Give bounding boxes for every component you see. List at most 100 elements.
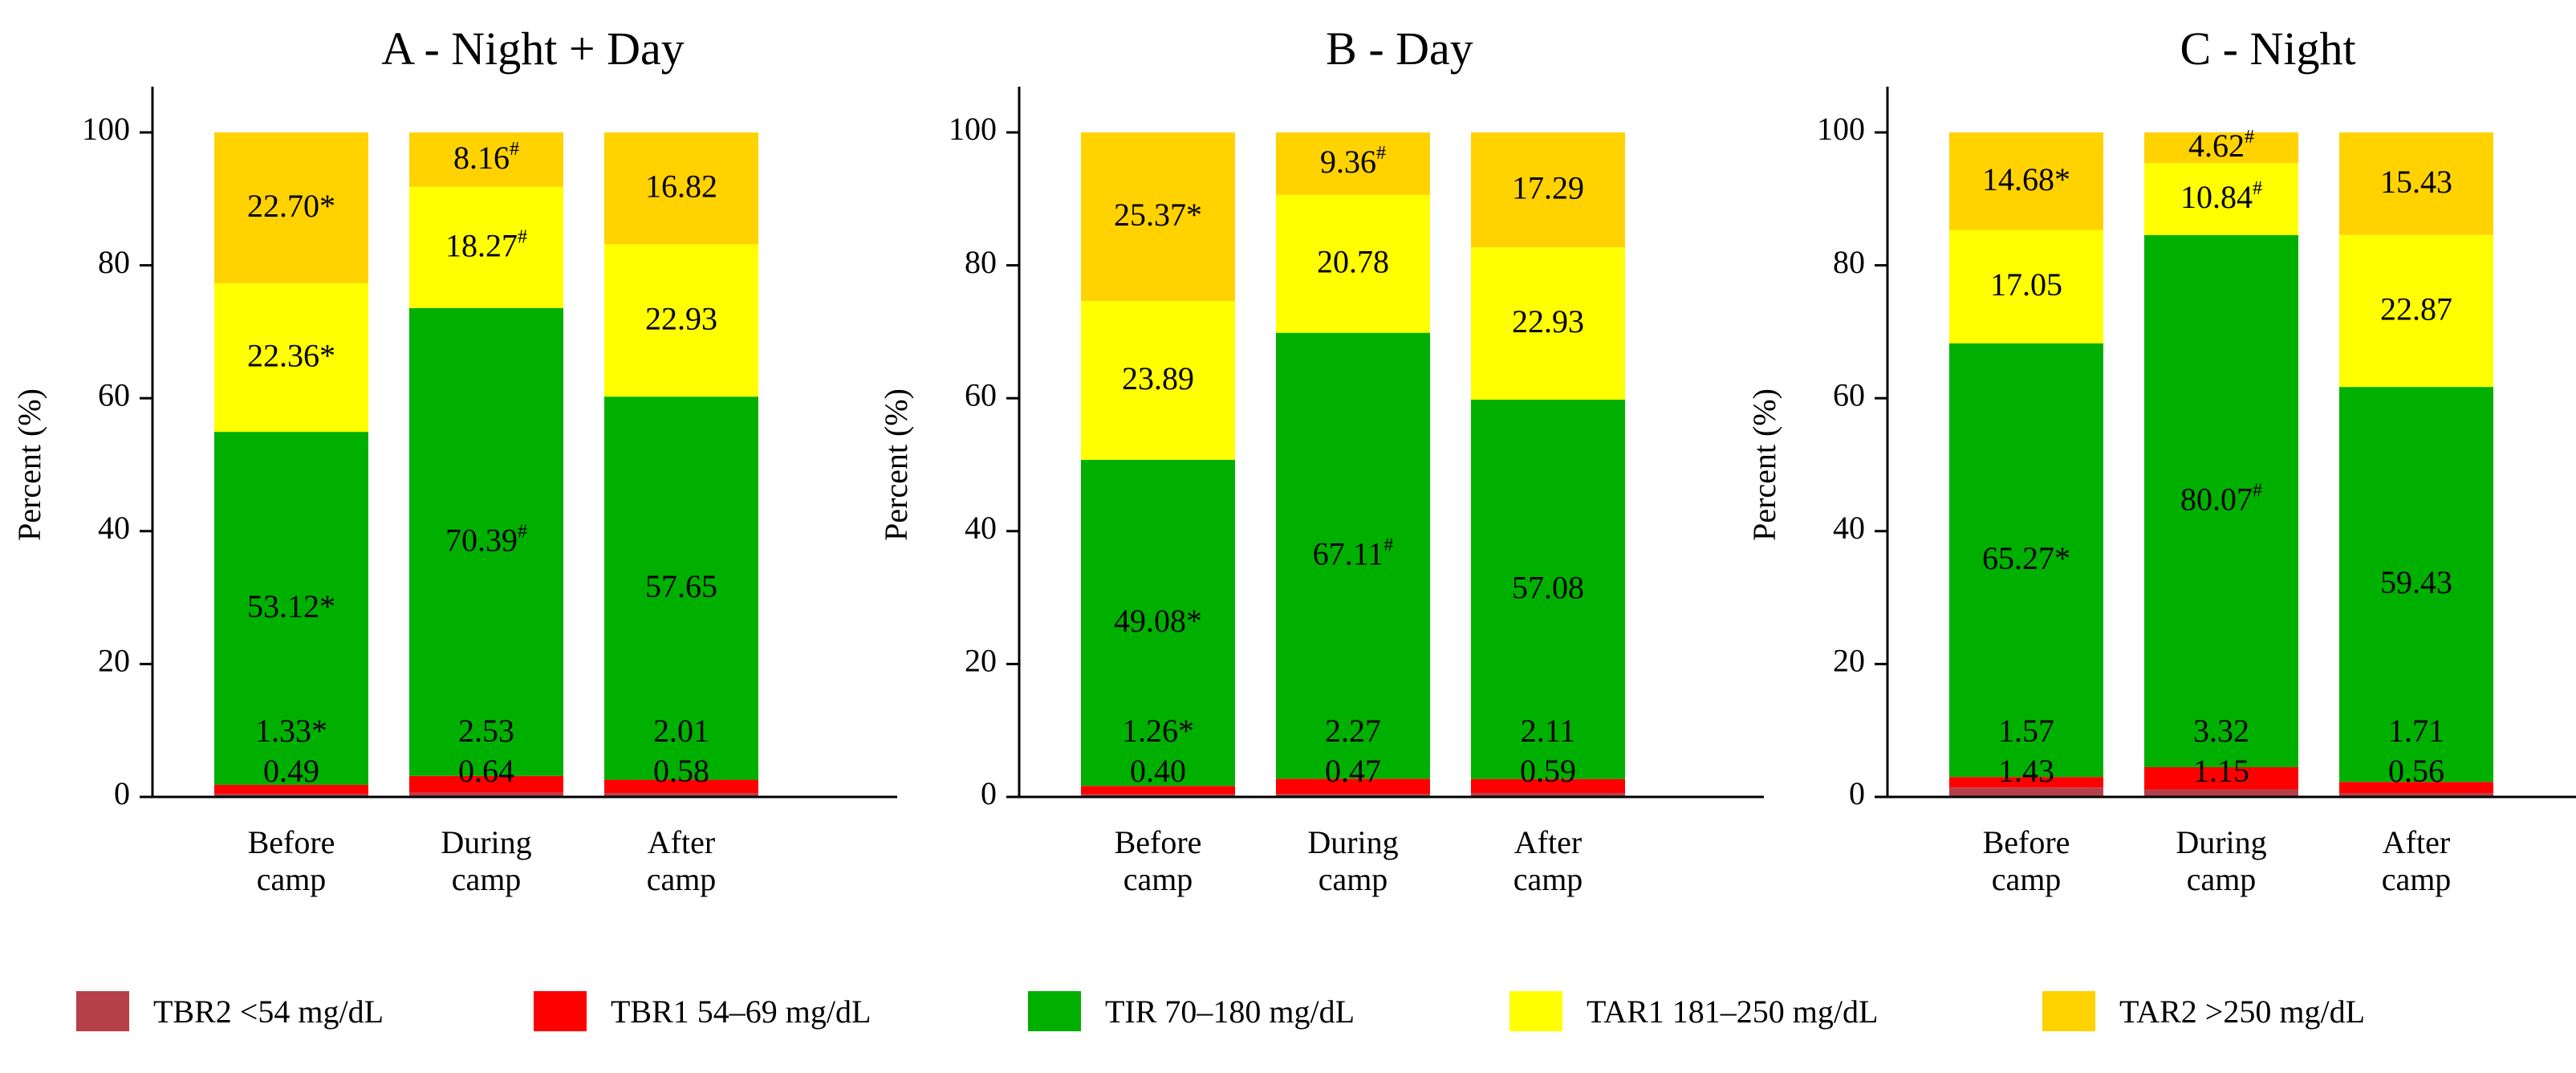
panel-1-bar-2-tar2	[409, 132, 563, 187]
panel-2-bar-1-label-tbr2: 0.40	[1130, 753, 1186, 789]
panel-3-bar-3-label-tbr1: 1.71	[2388, 713, 2444, 749]
panel-2-bar-1-tir	[1081, 459, 1235, 786]
panel-2-bar-2-label-tar1: 20.78	[1317, 244, 1389, 280]
legend-item-tir: TIR 70–180 mg/dL	[1028, 983, 1355, 1039]
panel-1-bar-3-label-tbr1: 2.01	[653, 713, 709, 749]
panel-3-category-label-3-line1: After	[2383, 824, 2450, 860]
panel-1-category-label-1-line2: camp	[257, 861, 327, 897]
legend-swatch-tbr2	[76, 991, 129, 1031]
panel-1-bar-3-tar2	[604, 132, 758, 245]
panel-1-bar-2-label-tar2: 8.16#	[453, 138, 519, 176]
panel-1-bar-2-tir	[409, 307, 563, 776]
panel-2-bar-2-label-tbr1: 2.27	[1325, 713, 1381, 749]
panel-1-bar-3-tbr2	[604, 793, 758, 797]
panel-1-y-tick-label-0: 0	[114, 775, 130, 811]
panel-2-y-tick-label-60: 60	[965, 376, 997, 413]
panel-1-bar-2-tbr2	[409, 792, 563, 797]
panel-1-category-label-2-line2: camp	[452, 861, 522, 897]
panel-2-category-label-1-line1: Before	[1115, 824, 1202, 860]
panel-1-bar-3-tbr1	[604, 779, 758, 794]
panel-3-bar-2-tir	[2144, 235, 2298, 767]
legend-item-tar1: TAR1 181–250 mg/dL	[1509, 983, 1878, 1039]
panel-2-bar-2-tar1	[1276, 194, 1430, 333]
panel-3-bar-2-label-tbr1: 3.32	[2193, 713, 2249, 749]
panel-3-y-tick-label-40: 40	[1833, 510, 1865, 546]
panel-1-bar-1-tar1	[214, 282, 368, 433]
panel-2-bar-3-label-tbr2: 0.59	[1520, 753, 1576, 789]
panel-3-bar-3-tar2	[2339, 132, 2493, 235]
panel-2-bar-2-tbr1	[1276, 778, 1430, 795]
panel-1-bar-2-tar1	[409, 186, 563, 308]
panel-3-bar-3-tbr2	[2339, 793, 2493, 797]
chart-panels: A - Night + Day Percent (%) 0.49 1.33* 53.12…	[11, 22, 2576, 897]
panel-1-y-tick-label-60: 60	[98, 376, 130, 413]
panel-1-bar-2-label-tar1: 18.27#	[445, 226, 527, 264]
panel-2-bar-2-tbr2	[1276, 794, 1430, 797]
panel-1-bar-1-label-tbr2: 0.49	[263, 753, 319, 789]
panel-1-bar-3-tar1	[604, 244, 758, 397]
panel-1-bar-2-label-tbr2: 0.64	[458, 753, 514, 789]
panel-3-bar-3-label-tir: 59.43	[2380, 564, 2452, 600]
panel-3-bar-3-tbr1	[2339, 782, 2493, 794]
panel-1-bar-2-tbr1	[409, 775, 563, 793]
panel-3-bar-1-tir	[1949, 343, 2103, 778]
panel-2-bar-2-label-tar2: 9.36#	[1320, 142, 1386, 180]
panel-3-bar-2-tbr2	[2144, 789, 2298, 797]
panel-2-category-label-3-line1: After	[1514, 824, 1582, 860]
panel-3-bar-1-label-tar1: 17.05	[1990, 266, 2062, 303]
panel-1-y-tick-label-20: 20	[98, 643, 130, 679]
panel-3-bar-1-label-tbr1: 1.57	[1998, 713, 2054, 749]
panel-2-bar-3-label-tar2: 17.29	[1512, 170, 1584, 206]
panel-2-bar-3-tbr2	[1471, 793, 1625, 797]
legend: TBR2 <54 mg/dL TBR1 54–69 mg/dL TIR 70–1…	[0, 983, 2576, 1055]
panel-3-bar-2-label-tar2: 4.62#	[2188, 127, 2254, 165]
panel-1-category-label-3-line1: After	[648, 824, 715, 860]
legend-swatch-tar2	[2042, 991, 2095, 1031]
panel-2-bar-3-tar2	[1471, 132, 1625, 248]
panel-2-title: B - Day	[1326, 22, 1473, 75]
panel-3-y-tick-label-100: 100	[1817, 111, 1865, 147]
legend-label-tbr2: TBR2 <54 mg/dL	[153, 993, 384, 1030]
panel-3-y-tick-label-80: 80	[1833, 244, 1865, 280]
panel-2-y-tick-label-0: 0	[981, 775, 997, 811]
panel-1-bar-1-tbr2	[214, 793, 368, 797]
panel-2-bar-1-label-tir: 49.08*	[1114, 603, 1202, 639]
panel-1-y-tick-label-40: 40	[98, 510, 130, 546]
legend-item-tbr1: TBR1 54–69 mg/dL	[534, 983, 871, 1039]
legend-item-tbr2: TBR2 <54 mg/dL	[76, 983, 384, 1039]
panel-1-bar-1-tir	[214, 432, 368, 785]
panel-2-bar-1-tar1	[1081, 301, 1235, 460]
panel-2-bar-2-label-tir: 67.11#	[1313, 534, 1394, 572]
legend-label-tir: TIR 70–180 mg/dL	[1105, 993, 1355, 1030]
panel-2-bar-3-label-tbr1: 2.11	[1521, 713, 1576, 749]
panel-2-category-label-1-line2: camp	[1123, 861, 1193, 897]
panel-3-bar-2-label-tbr2: 1.15	[2193, 753, 2249, 789]
panel-1-bar-1-label-tar1: 22.36*	[247, 338, 335, 374]
panel-1-y-tick-label-100: 100	[82, 111, 130, 147]
panel-2-category-label-2-line2: camp	[1318, 861, 1388, 897]
panel-2-bar-3-label-tar1: 22.93	[1512, 303, 1584, 339]
panel-1-bar-1-tbr1	[214, 784, 368, 794]
panel-3-bar-3-label-tbr2: 0.56	[2388, 753, 2444, 789]
panel-1-bar-3-tir	[604, 396, 758, 780]
panel-1-bar-1-tar2	[214, 132, 368, 283]
legend-swatch-tbr1	[534, 991, 587, 1031]
panel-1-category-label-1-line1: Before	[248, 824, 335, 860]
legend-swatch-tir	[1028, 991, 1081, 1031]
panel-2-category-label-2-line1: During	[1307, 824, 1398, 860]
panel-3-bar-2-tbr1	[2144, 766, 2298, 790]
legend-label-tbr1: TBR1 54–69 mg/dL	[611, 993, 872, 1030]
panel-1-category-label-2-line1: During	[441, 824, 531, 860]
panel-3-title: C - Night	[2180, 22, 2355, 75]
panel-2-bar-1-tbr1	[1081, 786, 1235, 795]
panel-1-y-tick-label-80: 80	[98, 244, 130, 280]
panel-3-bar-1-tar2	[1949, 132, 2103, 230]
panel-3-bar-3-label-tar2: 15.43	[2380, 164, 2452, 200]
panel-2-y-tick-label-20: 20	[965, 643, 997, 679]
panel-3-bar-2-tar1	[2144, 163, 2298, 236]
panel-3-bar-2-label-tar1: 10.84#	[2180, 178, 2262, 216]
panel-1-bar-3-label-tar2: 16.82	[645, 169, 717, 205]
panel-2-bar-1-label-tar2: 25.37*	[1114, 197, 1202, 233]
panel-1-bar-1-label-tbr1: 1.33*	[255, 713, 327, 749]
